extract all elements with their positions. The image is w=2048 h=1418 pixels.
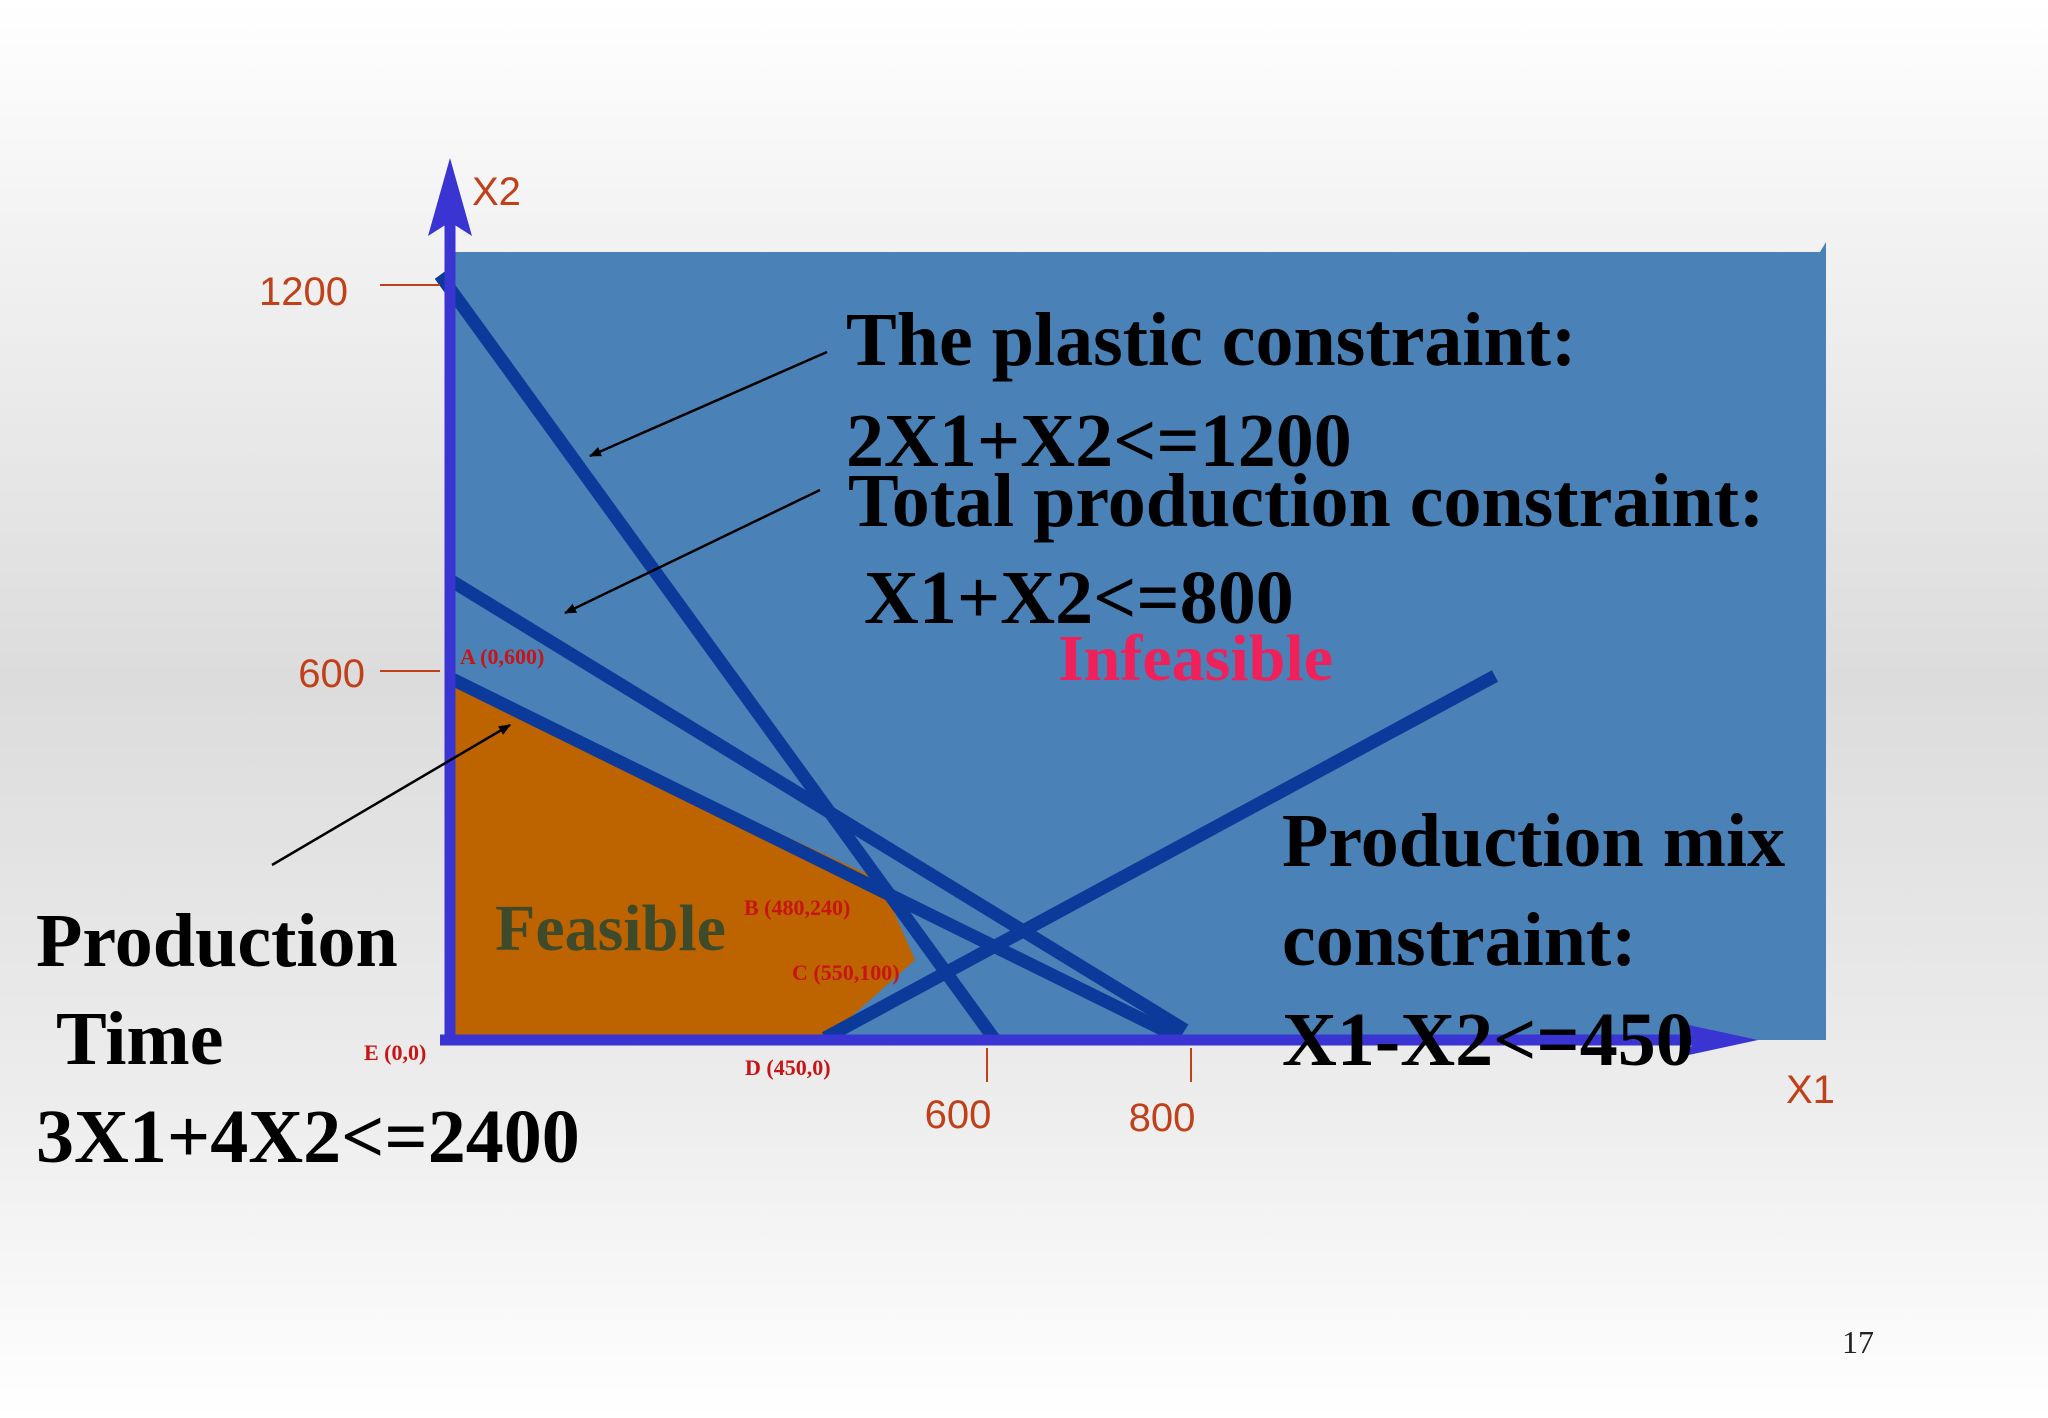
point-label-e: E (0,0) [364,1040,426,1065]
slide-number: 17 [1842,1324,1874,1360]
total-production-constraint-formula: X1+X2<=800 [864,556,1294,640]
plastic-constraint-line [434,271,1001,1044]
production-time-constraint-title-line2: Time [56,997,223,1081]
x-axis-label: X1 [1786,1068,1835,1112]
point-label-c: C (550,100) [792,960,900,985]
total-production-constraint-title: Total production constraint: [848,459,1764,543]
total-production-constraint-pointer [564,488,821,615]
production-mix-constraint-title-line1: Production mix [1282,799,1785,883]
plastic-constraint-title: The plastic constraint: [846,298,1576,382]
production-time-constraint-formula: 3X1+4X2<=2400 [36,1095,580,1179]
production-mix-constraint-formula: X1-X2<=450 [1282,998,1694,1082]
feasible-label: Feasible [495,892,726,965]
plastic-constraint-formula: 2X1+X2<=1200 [846,399,1352,483]
point-label-a: A (0,600) [460,644,544,669]
production-time-constraint-title-line1: Production [36,899,398,983]
production-time-constraint-line [447,672,1183,1044]
feasible-region [450,680,915,1040]
production-time-constraint-pointer [271,723,511,867]
y-tick-label-600: 600 [298,652,365,696]
production-mix-constraint-line [821,670,1499,1044]
point-label-b: B (480,240) [744,895,850,920]
x-axis-arrowhead [1684,1024,1758,1056]
y-axis-arrowhead [428,158,472,236]
y-tick-label-1200: 1200 [259,270,348,314]
point-label-d: D (450,0) [745,1055,831,1080]
plastic-constraint-pointer [589,350,828,458]
x-tick-label-600: 600 [925,1093,992,1137]
production-mix-constraint-title-line2: constraint: [1282,898,1637,982]
y-axis-label: X2 [472,170,521,214]
total-production-constraint-line [446,574,1189,1036]
x-tick-label-800: 800 [1129,1096,1196,1140]
infeasible-label: Infeasible [1058,622,1333,695]
